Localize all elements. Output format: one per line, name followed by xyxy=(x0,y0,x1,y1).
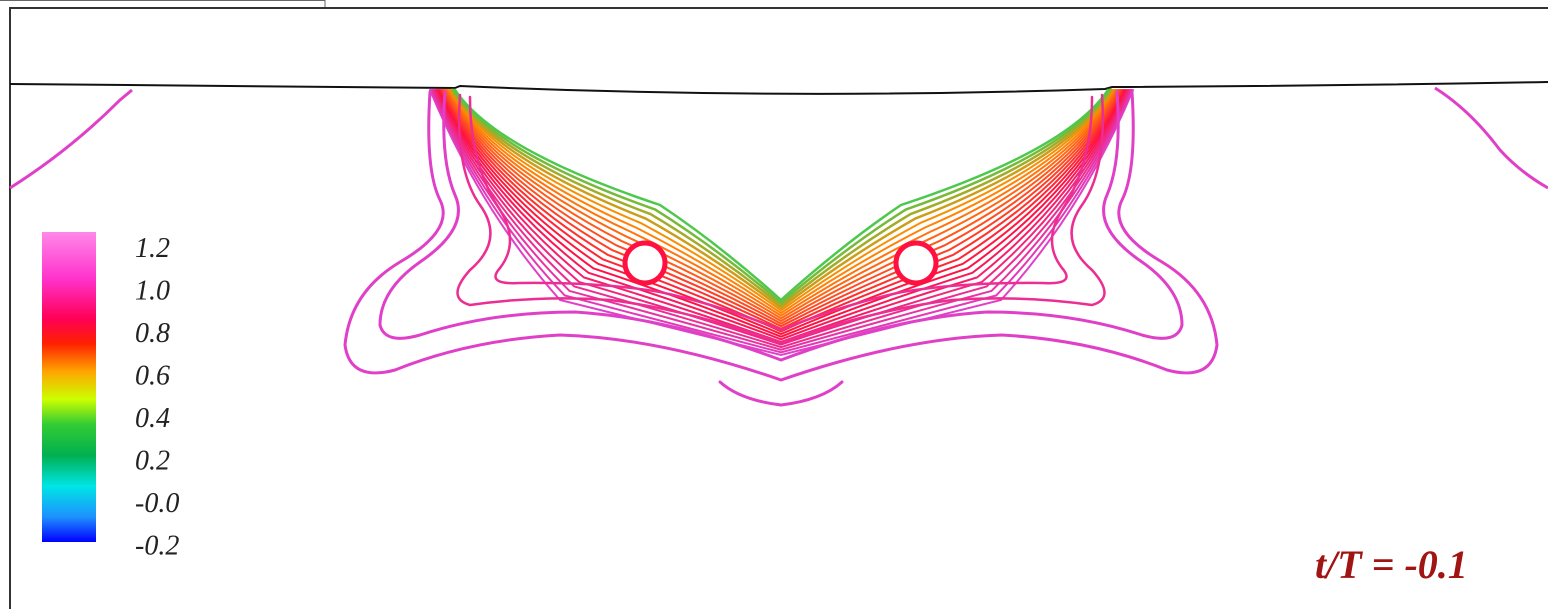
contour-line xyxy=(446,89,1117,317)
contour-line xyxy=(443,89,1120,325)
legend-tick-label: 0.4 xyxy=(135,403,170,434)
legend-tick-label: 0.8 xyxy=(135,318,170,349)
legend-colorbar xyxy=(42,232,96,542)
legend-tick-label: 0.2 xyxy=(135,446,170,477)
contour-line xyxy=(431,89,1132,351)
contour-outer-lobe xyxy=(378,90,1184,362)
contour-left-edge xyxy=(9,88,133,190)
contour-lines xyxy=(343,88,1219,407)
cylinders xyxy=(622,240,939,286)
contour-inner-loop xyxy=(456,93,1106,345)
contour-line xyxy=(438,89,1125,336)
left-cylinder xyxy=(622,240,668,286)
contour-inner-loop xyxy=(468,95,1094,332)
contour-line xyxy=(433,89,1130,346)
contour-outer-lobe xyxy=(718,380,844,407)
color-legend: 1.2 1.0 0.8 0.6 0.4 0.2 -0.0 -0.2 xyxy=(42,232,179,562)
contour-line xyxy=(439,89,1124,333)
contour-line xyxy=(442,89,1121,328)
contour-outer-lobe xyxy=(343,90,1219,382)
contour-line xyxy=(437,89,1126,338)
contour-line xyxy=(448,89,1115,315)
legend-tick-label: -0.0 xyxy=(135,488,179,519)
contour-line xyxy=(450,88,1113,310)
legend-tick-label: 1.0 xyxy=(135,276,170,307)
contour-line xyxy=(453,88,1110,302)
contour-line xyxy=(451,88,1112,307)
contour-line xyxy=(429,89,1134,357)
contour-line xyxy=(436,89,1127,341)
legend-tick-label: -0.2 xyxy=(135,531,179,562)
contour-line xyxy=(445,89,1118,320)
contour-right-edge xyxy=(1434,86,1548,190)
contour-line xyxy=(444,89,1119,323)
free-surface-line xyxy=(9,81,1548,95)
contour-line xyxy=(432,89,1131,349)
contour-line xyxy=(452,88,1111,305)
contour-line xyxy=(440,89,1123,330)
right-cylinder xyxy=(893,240,939,286)
legend-tick-label: 1.2 xyxy=(135,233,170,264)
contour-line xyxy=(430,89,1133,354)
time-label: t/T = -0.1 xyxy=(1315,542,1468,587)
legend-tick-label: 0.6 xyxy=(135,361,170,392)
contour-line xyxy=(449,89,1114,312)
